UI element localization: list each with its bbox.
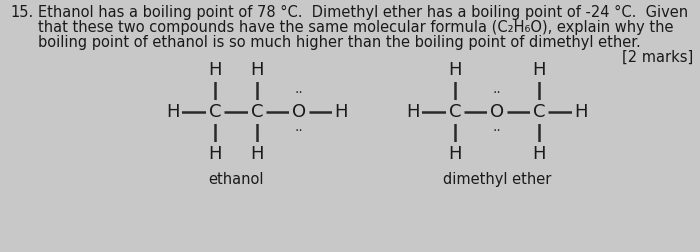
Text: O: O [292, 103, 306, 121]
Text: C: C [209, 103, 221, 121]
Text: [2 marks]: [2 marks] [622, 50, 693, 65]
Text: H: H [448, 61, 462, 79]
Text: H: H [574, 103, 588, 121]
Text: ethanol: ethanol [209, 172, 264, 187]
Text: ··: ·· [493, 124, 501, 138]
Text: H: H [251, 61, 264, 79]
Text: ··: ·· [295, 86, 303, 100]
Text: H: H [209, 61, 222, 79]
Text: H: H [335, 103, 348, 121]
Text: Ethanol has a boiling point of 78 °C.  Dimethyl ether has a boiling point of -24: Ethanol has a boiling point of 78 °C. Di… [38, 5, 688, 20]
Text: C: C [449, 103, 461, 121]
Text: dimethyl ether: dimethyl ether [443, 172, 551, 187]
Text: C: C [533, 103, 545, 121]
Text: H: H [532, 61, 546, 79]
Text: H: H [532, 145, 546, 163]
Text: boiling point of ethanol is so much higher than the boiling point of dimethyl et: boiling point of ethanol is so much high… [38, 35, 640, 50]
Text: O: O [490, 103, 504, 121]
Text: H: H [448, 145, 462, 163]
Text: H: H [406, 103, 420, 121]
Text: H: H [209, 145, 222, 163]
Text: ··: ·· [295, 124, 303, 138]
Text: H: H [251, 145, 264, 163]
Text: 15.: 15. [10, 5, 34, 20]
Text: C: C [251, 103, 263, 121]
Text: that these two compounds have the same molecular formula (C₂H₆O), explain why th: that these two compounds have the same m… [38, 20, 673, 35]
Text: ··: ·· [493, 86, 501, 100]
Text: H: H [167, 103, 180, 121]
